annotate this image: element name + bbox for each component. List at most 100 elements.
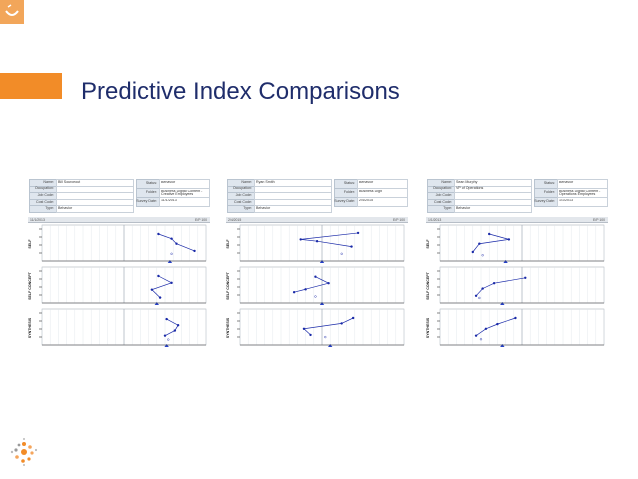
profile-point [314,275,317,278]
profile-line [151,275,173,298]
field-label: Job Code: [435,193,452,197]
profile-chart: SELF CONCEPT [28,266,210,306]
field-label: Cost Code: [234,199,252,204]
profile-point [304,288,307,291]
field-value-box[interactable] [357,197,408,207]
profile-point [175,242,178,245]
profile-line [472,233,509,253]
profile-point [496,322,499,326]
sigma-marker-icon [319,302,325,305]
profile-point [351,316,355,320]
sigma-marker-icon [164,344,169,347]
profile-chart: SYNTHESIS [426,308,608,348]
secondary-point [324,335,327,339]
field-label: Survey Date: [136,198,157,203]
field-label: Job Code: [235,193,252,197]
toolbar-scale: E/P 100 [392,217,405,222]
smile-logo-icon [5,4,19,16]
profile-line [300,232,359,247]
secondary-point [158,296,162,299]
profile-point [514,316,517,320]
profile-chart: SYNTHESIS [226,308,408,348]
panel-header: Name: Sean Murphy Occupation: VP of Operati… [426,178,608,214]
profile-point [474,334,478,337]
profile-line [164,318,179,336]
sigma-marker-icon [167,260,173,263]
secondary-point [167,338,170,341]
field-label: Occupation: [232,186,252,191]
field-label: Occupation: [432,186,452,191]
profile-point [315,240,319,243]
secondary-point [314,295,317,298]
field-value: Sean Murphy [456,179,478,184]
toolbar-date: 1/1/2013 [428,217,442,222]
chart-plot [237,224,405,263]
profile-point [302,327,306,330]
chart-toolbar: 11/1/2013 E/P 100 [28,217,210,223]
profile-point [173,329,177,332]
field-value-box[interactable] [159,197,210,207]
slide-title: Predictive Index Comparisons [81,78,400,105]
profile-point [507,238,511,241]
secondary-point [478,296,481,300]
field-value-box[interactable] [557,197,608,207]
field-label: Name: [43,179,54,184]
field-value-box[interactable] [56,205,134,213]
chart-plot [39,308,207,347]
profile-line [158,233,195,252]
profile-point [478,242,481,245]
profile-point [309,333,312,337]
profile-line [294,276,330,293]
chart-plot [437,266,605,305]
accent-bar [0,73,62,99]
profile-line [475,277,526,297]
field-value: Behavior [456,206,471,211]
secondary-point [170,252,173,255]
chart-plot [237,308,405,347]
sigma-marker-icon [154,302,159,305]
profile-point [471,250,474,254]
field-label: Folder: [543,189,555,194]
field-value: Behavior [359,180,374,184]
field-value: Ryan Smith [256,179,275,184]
toolbar-date: 11/1/2013 [30,217,45,222]
profile-point [157,274,160,278]
profile-point [350,245,353,248]
field-value: Business Digital Content - Creative Empl… [161,189,203,197]
field-label: Type: [443,206,452,211]
chart-plot [437,308,605,347]
profile-point [340,322,343,325]
toolbar-scale: E/P 100 [592,217,605,222]
sigma-marker-icon [319,260,325,263]
field-label: Name: [241,179,252,184]
field-value: 2/4/2015 [359,198,373,202]
field-label: Status: [145,180,157,185]
field-label: Status: [343,180,355,185]
field-label: Cost Code: [434,199,452,204]
field-label: Type: [243,206,252,211]
profile-point [492,282,496,285]
secondary-point [340,252,343,255]
field-value-box[interactable] [254,205,332,213]
field-value-box[interactable] [454,205,532,213]
profile-point [176,324,180,327]
field-value: Bill Sourceout [58,179,81,184]
secondary-point [479,338,483,341]
profile-chart: SELF [426,224,608,264]
field-value: Behavior [58,206,73,211]
field-label: Job Code: [37,193,54,197]
profile-chart: SELF [28,224,210,264]
profile-point [150,288,154,291]
panel-header: Name: Ryan Smith Occupation: Job Code: Cost … [226,178,408,214]
toolbar-date: 2/4/2015 [228,217,242,222]
profile-point [165,317,168,321]
field-value: 1/1/2013 [559,198,573,202]
profile-point [474,294,478,297]
report-panel: Name: Sean Murphy Occupation: VP of Operati… [426,178,608,347]
profile-chart: SELF [226,224,408,264]
field-label: Name: [441,179,452,184]
chart-plot [39,224,207,263]
field-label: Status: [543,180,555,185]
profile-point [356,231,360,235]
field-label: Type: [45,206,54,211]
